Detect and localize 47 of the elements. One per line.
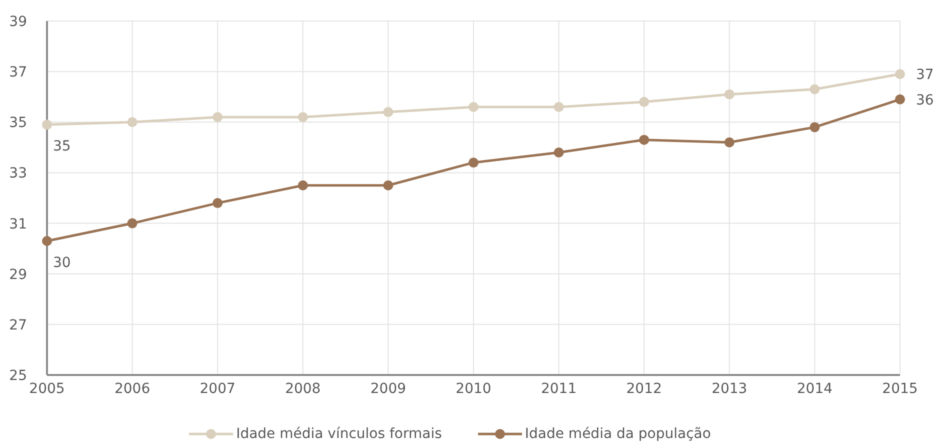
x-tick-label: 2009: [370, 380, 406, 397]
x-tick-label: 2011: [540, 380, 577, 397]
point: [298, 180, 308, 190]
legend-label: Idade média da população: [524, 426, 711, 442]
data-label: 35: [53, 138, 71, 155]
x-tick-label: 2008: [285, 380, 321, 397]
data-label: 37: [916, 67, 934, 84]
point: [42, 236, 52, 246]
y-tick-label: 27: [9, 317, 27, 334]
point: [298, 112, 308, 122]
point: [212, 198, 223, 208]
y-tick-label: 33: [9, 166, 27, 182]
x-tick-label: 2015: [882, 380, 918, 397]
point: [554, 102, 564, 112]
x-tick-label: 2006: [114, 380, 150, 397]
x-tick-label: 2007: [200, 380, 236, 397]
y-tick-label: 25: [9, 368, 27, 384]
x-tick-label: 2012: [626, 380, 662, 397]
point: [383, 107, 394, 118]
point: [895, 94, 905, 104]
point: [212, 112, 223, 122]
point: [127, 218, 138, 228]
point: [554, 147, 564, 158]
point: [42, 120, 52, 130]
point: [639, 96, 650, 107]
point: [468, 158, 478, 168]
y-tick-label: 37: [9, 64, 27, 81]
point: [383, 180, 394, 190]
point: [810, 84, 820, 94]
point: [639, 134, 650, 145]
legend-label: Idade média vínculos formais: [236, 426, 442, 442]
point: [810, 122, 820, 132]
point: [468, 102, 478, 112]
y-tick-label: 35: [9, 115, 27, 132]
point: [724, 137, 734, 148]
y-tick-label: 29: [9, 266, 27, 283]
data-label: 36: [916, 92, 934, 108]
point: [127, 117, 138, 128]
x-tick-label: 2014: [796, 380, 833, 397]
x-tick-label: 2005: [29, 380, 65, 397]
data-label: 30: [53, 254, 71, 271]
y-tick-label: 31: [9, 216, 27, 232]
point: [895, 69, 905, 80]
y-tick-label: 39: [9, 14, 27, 30]
x-tick-label: 2010: [456, 380, 492, 397]
x-tick-label: 2013: [712, 380, 748, 397]
point: [724, 89, 734, 100]
